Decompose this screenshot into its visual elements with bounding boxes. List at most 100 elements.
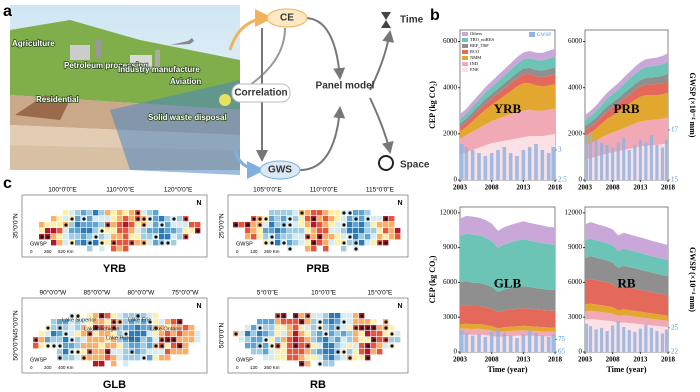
lon-tick-label: 110°0'0"E	[106, 186, 135, 194]
map-dot	[112, 326, 116, 330]
map-cell	[93, 313, 99, 319]
map-cell	[99, 355, 105, 361]
map-cell	[347, 240, 353, 246]
map-cell	[365, 349, 371, 355]
legend-label: ENE	[470, 67, 479, 72]
map-cell	[129, 222, 135, 228]
bar	[489, 153, 494, 180]
map-cell	[305, 361, 311, 367]
globe-icon	[378, 155, 394, 171]
map-cell	[395, 337, 401, 343]
map-cell	[99, 222, 105, 228]
bar	[502, 333, 507, 352]
map-cell	[117, 240, 123, 246]
legend-swatch	[462, 32, 468, 36]
map-cell	[269, 325, 275, 331]
map-cell	[87, 337, 93, 343]
legend-swatch	[462, 38, 468, 42]
map-cell	[371, 216, 377, 222]
map-cell	[75, 216, 81, 222]
map-dot	[58, 326, 62, 330]
legend-swatch	[529, 32, 535, 37]
y2-tick-label: 65	[558, 348, 566, 356]
map-cell	[281, 337, 287, 343]
map-cell	[135, 343, 141, 349]
legend-title: GWSP	[30, 241, 47, 247]
map-cell	[51, 216, 57, 222]
map-cell	[269, 210, 275, 216]
bar	[611, 325, 615, 352]
map-dot	[148, 217, 152, 221]
map-cell	[359, 331, 365, 337]
map-dot	[88, 350, 92, 354]
area	[585, 53, 668, 121]
map-dot	[294, 314, 298, 318]
map-cell	[329, 349, 335, 355]
map-cell	[257, 337, 263, 343]
map-cell	[75, 234, 81, 240]
map-cell	[353, 228, 359, 234]
map-cell	[311, 246, 317, 252]
map-cell	[153, 313, 159, 319]
map-cell	[293, 234, 299, 240]
map-cell	[305, 331, 311, 337]
y-tick-label: 9000	[443, 243, 458, 251]
map-cell	[329, 331, 335, 337]
scale-label: 130	[250, 365, 258, 370]
map-cell	[99, 349, 105, 355]
map-cell	[389, 234, 395, 240]
bar	[660, 333, 665, 352]
map-cell	[111, 313, 117, 319]
map-cell	[81, 210, 87, 216]
map-dot	[318, 235, 322, 239]
map-cell	[141, 343, 147, 349]
map-cell	[171, 234, 177, 240]
map-cell	[365, 319, 371, 325]
map-cell	[305, 216, 311, 222]
map-cell	[171, 240, 177, 246]
x-tick-label: 2008	[485, 184, 500, 192]
map-cell	[111, 246, 117, 252]
map-cell	[111, 355, 117, 361]
bar	[622, 327, 626, 352]
scale-label: 520 Km	[58, 249, 74, 254]
map-cell	[299, 349, 305, 355]
map-dot	[136, 211, 140, 215]
map-cell	[317, 313, 323, 319]
map-cell	[305, 240, 311, 246]
scale-label: 260 Km	[264, 249, 280, 254]
map-cell	[117, 355, 123, 361]
map-cell	[189, 331, 195, 337]
map-dot	[88, 332, 92, 336]
map-cell	[99, 337, 105, 343]
map-dot	[154, 326, 158, 330]
scale-label: 0	[30, 249, 33, 254]
map-dot	[318, 362, 322, 366]
map-cell	[341, 313, 347, 319]
map-cell	[63, 325, 69, 331]
bar	[655, 145, 659, 180]
map-dot	[390, 332, 394, 336]
map-cell	[117, 325, 123, 331]
area	[585, 221, 668, 261]
map-cell	[299, 234, 305, 240]
map-cell	[87, 228, 93, 234]
area	[585, 238, 668, 277]
area	[585, 73, 668, 131]
node-label: Space	[400, 160, 430, 171]
map-cell	[111, 331, 117, 337]
map-dot	[342, 223, 346, 227]
map-cell	[329, 240, 335, 246]
lon-tick-label: 5°0'0"E	[257, 289, 279, 297]
hourglass-icon	[381, 12, 391, 28]
map-dot	[172, 338, 176, 342]
map-cell	[251, 222, 257, 228]
map-cell	[135, 222, 141, 228]
map-cell	[305, 325, 311, 331]
map-cell	[317, 355, 323, 361]
legend-swatch	[462, 62, 468, 66]
map-cell	[117, 313, 123, 319]
area	[585, 303, 668, 321]
map-cell	[63, 349, 69, 355]
area	[460, 304, 555, 329]
